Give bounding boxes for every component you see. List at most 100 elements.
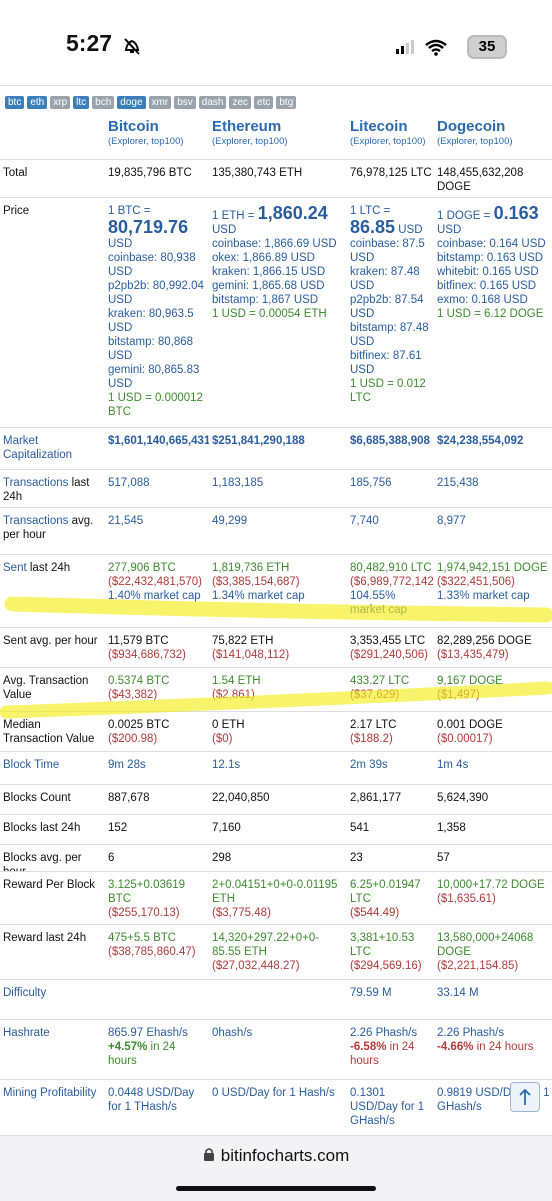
coin-name[interactable]: Litecoin [350,118,408,135]
cell-text[interactable]: $251,841,290,188 [212,435,305,447]
cell-text[interactable]: Hashrate [3,1027,50,1039]
cell-text[interactable]: kraken: 87.48 USD [350,266,420,292]
value-cell: 8,977 [434,508,552,554]
value-cell: 277,906 BTC ($22,432,481,570) 1.40% market… [105,555,209,627]
cell-text[interactable]: 215,438 [437,477,479,489]
cell-text[interactable]: 1m 4s [437,759,469,771]
cell-text[interactable]: 0 USD/Day for 1 Hash/s [212,1087,335,1099]
cell-text[interactable]: 1.34% market cap [212,590,305,602]
coin-tab[interactable]: xmr [148,96,172,109]
cell-text[interactable]: Difficulty [3,987,47,999]
cell-text[interactable]: 2m 39s [350,759,388,771]
cell-text[interactable]: $6,685,388,908 [350,435,430,447]
cell-text[interactable]: exmo: 0.168 USD [437,294,528,306]
cell-text[interactable]: Transactions [3,477,69,489]
coin-tab[interactable]: dash [198,96,227,109]
scroll-top-button[interactable] [510,1082,540,1112]
cell-text[interactable]: 49,299 [212,515,248,527]
cell-text[interactable]: USD [437,224,462,236]
cell-text[interactable]: 104.55% market cap [350,590,407,616]
cell-text[interactable]: USD [108,238,133,250]
cell-text[interactable]: Mining Profitability [3,1087,97,1099]
cell-text[interactable]: 1 BTC = [108,205,151,217]
cell-text[interactable]: 0.1301 USD/Day for 1 GHash/s [350,1087,425,1127]
cell-text[interactable]: bitstamp: 87.48 USD [350,322,429,348]
cell-line: 3.125+0.03619 BTC [108,878,207,906]
cell-text[interactable]: 1 LTC = [350,205,391,217]
cell-text[interactable]: bitstamp: 1,867 USD [212,294,319,306]
cell-text[interactable]: 1 ETH = [212,210,255,222]
cell-text[interactable]: 12.1s [212,759,241,771]
cell-text[interactable]: bitstamp: 80,868 USD [108,336,194,362]
cell-text[interactable]: 9m 28s [108,759,146,771]
cell-text[interactable]: coinbase: 87.5 USD [350,238,425,264]
cell-text[interactable]: 80,719.76 [108,217,189,237]
cell-text[interactable]: p2pb2b: 80,992.04 USD [108,280,204,306]
cell-text[interactable]: $24,238,554,092 [437,435,524,447]
cell-text[interactable]: 1,183,185 [212,477,264,489]
coin-tab[interactable]: btc [5,96,25,109]
coin-links[interactable]: (Explorer, top100) [108,136,184,147]
cell-text[interactable]: gemini: 80,865.83 USD [108,364,200,390]
coin-name[interactable]: Dogecoin [437,118,506,135]
coin-tab[interactable]: bsv [174,96,196,109]
coin-links[interactable]: (Explorer, top100) [212,136,288,147]
cell-text[interactable]: 1.33% market cap [437,590,530,602]
cell-text[interactable]: 8,977 [437,515,466,527]
cell-text[interactable]: 21,545 [108,515,144,527]
cell-text[interactable]: kraken: 1,866.15 USD [212,266,326,278]
cell-text[interactable]: 1.40% market cap [108,590,201,602]
cell-text[interactable]: USD [398,224,423,236]
coin-tab[interactable]: btg [276,96,297,109]
row-label: Hashrate [0,1020,105,1079]
cell-text[interactable]: bitfinex: 0.165 USD [437,280,537,292]
cell-text[interactable]: 86.85 [350,217,396,237]
cell-text[interactable]: 865.97 Ehash/s [108,1027,188,1039]
cell-text[interactable]: 185,756 [350,477,392,489]
coin-tab[interactable]: zec [229,96,252,109]
coin-tab[interactable]: eth [27,96,48,109]
cell-text[interactable]: p2pb2b: 87.54 USD [350,294,424,320]
cell-line: Transactions last 24h [3,476,103,504]
coin-tab[interactable]: etc [254,96,274,109]
cell-text[interactable]: 0.163 [493,203,539,223]
cell-text[interactable]: 33.14 M [437,987,479,999]
cell-text[interactable]: coinbase: 0.164 USD [437,238,546,250]
cell-text[interactable]: coinbase: 80,938 USD [108,252,196,278]
cell-line: 1 USD = 6.12 DOGE [437,307,550,321]
cell-text[interactable]: whitebit: 0.165 USD [437,266,539,278]
cell-text[interactable]: okex: 1,866.89 USD [212,252,315,264]
cell-text[interactable]: 7,740 [350,515,379,527]
coin-name[interactable]: Ethereum [212,118,282,135]
cell-text[interactable]: Sent [3,562,27,574]
cell-text[interactable]: 517,088 [108,477,150,489]
coin-tab[interactable]: ltc [73,96,90,109]
cell-text[interactable]: 2.26 Phash/s [350,1027,418,1039]
coin-links[interactable]: (Explorer, top100) [350,136,426,147]
cell-text: 2,861,177 [350,792,402,804]
cell-text[interactable]: bitstamp: 0.163 USD [437,252,544,264]
cell-text[interactable]: $1,601,140,665,431 [108,435,209,447]
coin-tab[interactable]: doge [117,96,146,109]
coin-tab[interactable]: xrp [50,96,71,109]
cell-text[interactable]: bitfinex: 87.61 USD [350,350,422,376]
cell-text[interactable]: gemini: 1,865.68 USD [212,280,325,292]
cell-text[interactable]: 1 DOGE = [437,210,491,222]
url-row[interactable]: bitinfocharts.com [0,1146,552,1166]
coin-name[interactable]: Bitcoin [108,118,159,135]
cell-text: 148,455,632,208 DOGE [437,167,524,193]
cell-text[interactable]: Market Capitalization [3,435,73,461]
cell-text[interactable]: 2.26 Phash/s [437,1027,505,1039]
cell-text[interactable]: USD [212,224,237,236]
coin-tab[interactable]: bch [92,96,115,109]
cell-text[interactable]: kraken: 80,963.5 USD [108,308,194,334]
cell-text[interactable]: 79.59 M [350,987,392,999]
cell-text[interactable]: 1,860.24 [257,203,328,223]
cell-text: 2.17 LTC [350,719,397,731]
coin-links[interactable]: (Explorer, top100) [437,136,513,147]
cell-text[interactable]: 0hash/s [212,1027,253,1039]
cell-text[interactable]: coinbase: 1,866.69 USD [212,238,337,250]
cell-text[interactable]: Block Time [3,759,60,771]
cell-text[interactable]: Transactions [3,515,69,527]
cell-text[interactable]: 0.0448 USD/Day for 1 THash/s [108,1087,195,1113]
